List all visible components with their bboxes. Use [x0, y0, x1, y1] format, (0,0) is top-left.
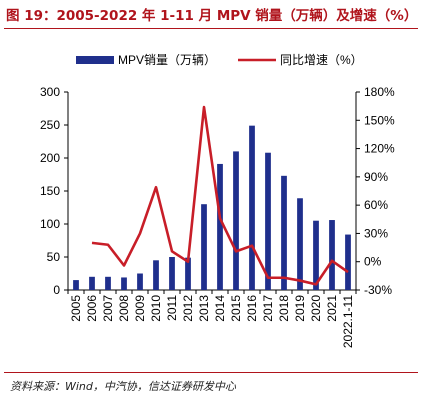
right-tick-label: 0% — [364, 255, 382, 269]
right-tick-label: 180% — [364, 85, 395, 99]
x-tick-label: 2009 — [133, 295, 147, 322]
x-tick-label: 2011 — [165, 295, 179, 321]
left-tick-label: 300 — [40, 85, 60, 99]
x-tick-label: 2007 — [101, 295, 115, 322]
bar — [329, 220, 335, 290]
x-tick-label: 2021 — [325, 295, 339, 322]
bar — [201, 204, 207, 290]
left-tick-label: 200 — [40, 151, 60, 165]
x-tick-label: 2018 — [277, 295, 291, 322]
legend-line-label: 同比增速（%） — [280, 53, 363, 67]
bar — [169, 257, 175, 290]
x-tick-label: 2005 — [69, 295, 83, 322]
source-note: 资料来源：Wind，中汽协，信达证券研发中心 — [10, 380, 236, 393]
line-series — [91, 105, 349, 286]
x-tick-label: 2013 — [197, 295, 211, 322]
bar — [137, 273, 143, 290]
x-tick-label: 2019 — [293, 295, 307, 322]
legend-bar-label: MPV销量（万辆） — [118, 53, 216, 67]
right-tick-label: 120% — [364, 142, 395, 156]
bar — [233, 151, 239, 290]
left-tick-label: 150 — [40, 184, 60, 198]
left-tick-label: 0 — [53, 283, 60, 297]
bar — [153, 260, 159, 290]
left-tick-label: 250 — [40, 118, 60, 132]
source-divider — [4, 372, 418, 373]
bar — [265, 152, 271, 290]
legend-bar-swatch — [76, 56, 114, 64]
chart: MPV销量（万辆） 同比增速（%） 050100150200250300-30%0… — [40, 53, 395, 348]
x-tick-label: 2008 — [117, 295, 131, 322]
x-tick-label: 2020 — [309, 295, 323, 322]
left-tick-label: 50 — [47, 250, 61, 264]
bar — [185, 257, 191, 290]
bar — [345, 234, 351, 290]
x-tick-label: 2012 — [181, 295, 195, 322]
title-divider — [4, 28, 418, 29]
x-tick-label: 2016 — [245, 295, 259, 322]
right-tick-label: -30% — [364, 283, 392, 297]
right-tick-label: 30% — [364, 226, 388, 240]
x-tick-label: 2006 — [85, 295, 99, 322]
legend: MPV销量（万辆） 同比增速（%） — [76, 53, 363, 67]
axes: 0 50 100 150 200 250 300 -30% 0% 30% 60% 90% 120% 150… — [40, 85, 395, 348]
bar — [73, 280, 79, 290]
right-tick-label: 90% — [364, 170, 388, 184]
x-tick-label: 2014 — [213, 295, 227, 322]
x-tick-label: 2015 — [229, 295, 243, 322]
x-tick-label: 2022.1-11 — [341, 295, 355, 348]
x-tick-label: 2010 — [149, 295, 163, 322]
bar — [217, 163, 223, 290]
bar — [249, 125, 255, 290]
right-tick-label: 60% — [364, 198, 388, 212]
bar — [313, 220, 319, 290]
bar — [281, 175, 287, 290]
bar — [105, 276, 111, 290]
bar-series — [73, 125, 351, 290]
right-tick-label: 150% — [364, 113, 395, 127]
bar — [121, 277, 127, 290]
bar — [297, 198, 303, 290]
x-tick-label: 2017 — [261, 295, 275, 322]
figure-title: 图 19：2005-2022 年 1-11 月 MPV 销量（万辆）及增速（%） — [6, 8, 418, 24]
bar — [89, 276, 95, 290]
left-tick-label: 100 — [40, 217, 60, 231]
